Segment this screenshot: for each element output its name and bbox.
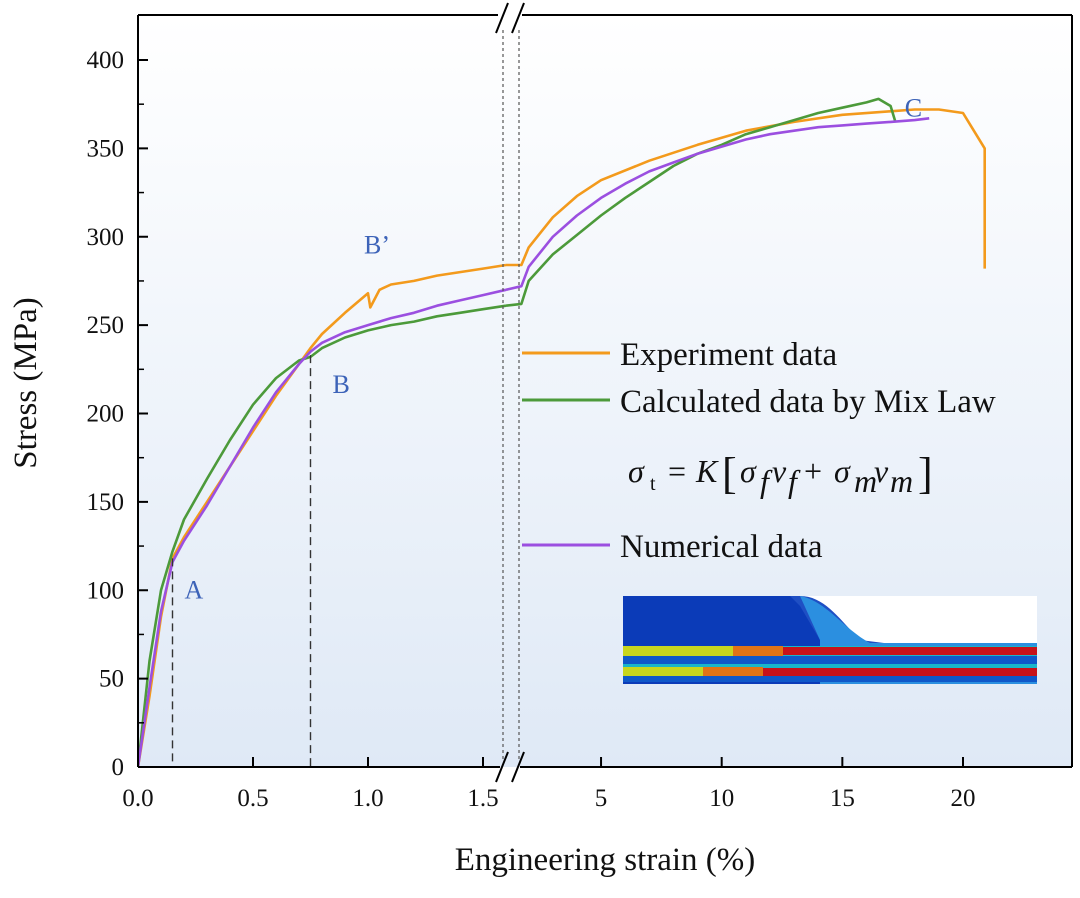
series-line-experiment-data xyxy=(138,263,507,767)
svg-text:m: m xyxy=(854,463,877,499)
svg-text:=: = xyxy=(668,453,686,489)
series-layer xyxy=(138,97,987,767)
svg-text:σ: σ xyxy=(740,453,757,489)
y-tick-label: 250 xyxy=(87,312,125,339)
ticks-layer: 0 50 100 150 200 250 300 350 400 0.0 0.5 1.0 1.5 5 10 1… xyxy=(87,47,976,812)
x-tick-label: 15 xyxy=(830,785,855,812)
svg-text:+: + xyxy=(804,453,822,489)
series-line-numerical-data xyxy=(505,117,930,292)
svg-text:m: m xyxy=(890,463,913,499)
y-tick-label: 50 xyxy=(99,666,124,693)
svg-text:v: v xyxy=(874,453,889,489)
y-tick-label: 300 xyxy=(87,224,125,251)
y-axis-title: Stress (MPa) xyxy=(8,297,44,468)
x-tick-label: 20 xyxy=(950,785,975,812)
svg-text:σ: σ xyxy=(628,453,645,489)
x-tick-label: 0.0 xyxy=(122,785,153,812)
point-labels: A B B’ C xyxy=(185,93,923,604)
point-label: B’ xyxy=(364,230,390,259)
y-tick-label: 200 xyxy=(87,401,125,428)
point-label: B xyxy=(333,370,350,399)
x-tick-label: 0.5 xyxy=(237,785,268,812)
mix-law-equation: σ t = K [ σ f v f + σ m v m ] xyxy=(628,449,933,499)
y-tick-label: 350 xyxy=(87,135,125,162)
y-tick-label: 100 xyxy=(87,577,125,604)
point-label: C xyxy=(905,93,922,122)
point-label: A xyxy=(185,575,204,604)
svg-text:σ: σ xyxy=(834,453,851,489)
x-axis-title: Engineering strain (%) xyxy=(455,842,756,878)
series-line-numerical-data xyxy=(138,288,507,767)
legend-label-mix-law: Calculated data by Mix Law xyxy=(620,384,996,420)
guide-lines xyxy=(171,355,312,767)
svg-text:]: ] xyxy=(918,449,933,498)
svg-text:K: K xyxy=(695,453,719,489)
x-tick-label: 5 xyxy=(595,785,608,812)
x-tick-label: 1.0 xyxy=(352,785,383,812)
legend-label-experiment: Experiment data xyxy=(620,337,838,373)
x-tick-label: 1.5 xyxy=(467,785,498,812)
y-tick-label: 0 xyxy=(112,754,125,781)
legend-label-numerical: Numerical data xyxy=(620,529,823,565)
legend: Experiment data Calculated data by Mix L… xyxy=(522,337,996,565)
y-tick-label: 150 xyxy=(87,489,125,516)
series-line-experiment-data xyxy=(506,108,987,269)
svg-text:[: [ xyxy=(722,449,737,498)
y-tick-label: 400 xyxy=(87,47,125,74)
axes-frame xyxy=(137,2,1073,783)
svg-text:v: v xyxy=(772,453,787,489)
x-tick-label: 10 xyxy=(709,785,734,812)
svg-text:t: t xyxy=(650,473,656,495)
fe-contour-inset xyxy=(623,596,1037,684)
